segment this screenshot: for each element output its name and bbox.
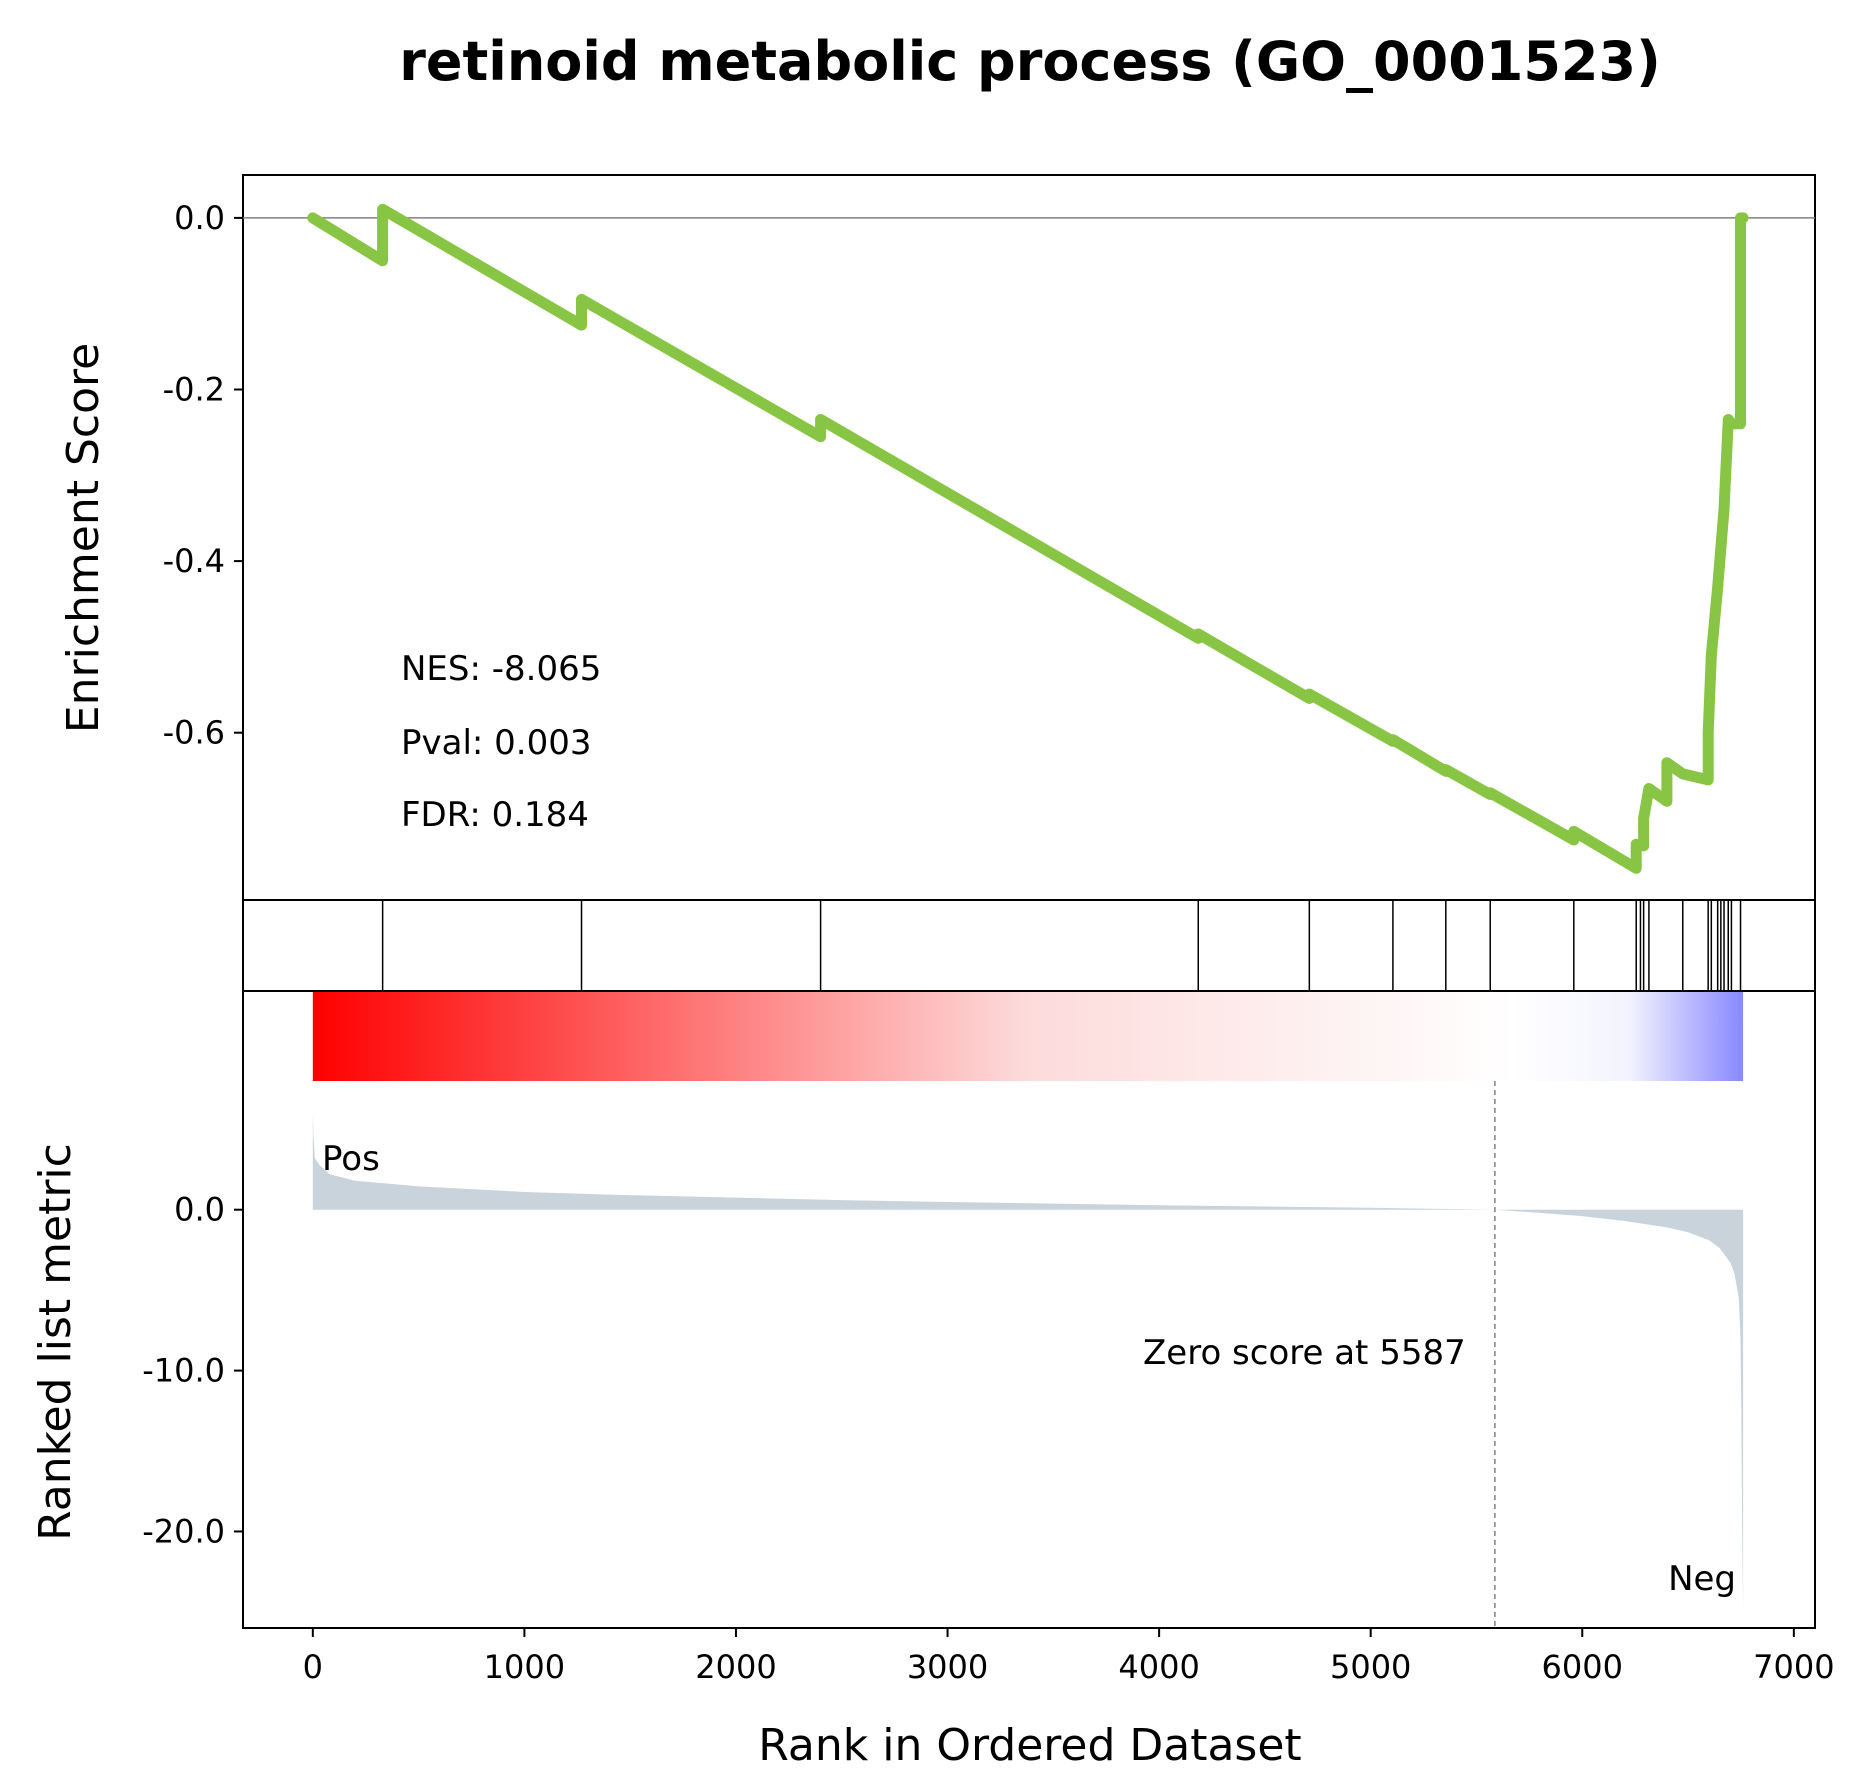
x-tick-label: 5000 bbox=[1330, 1648, 1411, 1686]
chart-title: retinoid metabolic process (GO_0001523) bbox=[399, 30, 1661, 93]
ranked-metric-y-ticks: 0.0 -10.0 -20.0 bbox=[142, 1191, 243, 1550]
x-tick-label: 0 bbox=[303, 1648, 323, 1686]
enrichment-y-axis-label: Enrichment Score bbox=[58, 343, 109, 733]
x-axis-label: Rank in Ordered Dataset bbox=[758, 1720, 1301, 1771]
ranked-metric-panel: Zero score at 5587 Pos Neg 0.0 -10.0 -20.0… bbox=[30, 1081, 1744, 1628]
ranked-metric-y-axis-label: Ranked list metric bbox=[30, 1143, 81, 1541]
enrichment-y-tick-label: 0.0 bbox=[174, 199, 225, 237]
neg-label: Neg bbox=[1668, 1559, 1736, 1599]
enrichment-y-tick-label: -0.4 bbox=[163, 542, 225, 580]
nes-stat: NES: -8.065 bbox=[401, 649, 601, 689]
x-axis-ticks: 0 1000 2000 3000 4000 5000 6000 7000 bbox=[303, 1628, 1835, 1686]
pval-stat: Pval: 0.003 bbox=[401, 723, 592, 763]
enrichment-score-line bbox=[307, 203, 1749, 874]
hits-panel bbox=[242, 899, 1816, 992]
x-tick-label: 7000 bbox=[1753, 1648, 1834, 1686]
x-tick-label: 3000 bbox=[907, 1648, 988, 1686]
enrichment-panel: 0.0-0.2-0.4-0.6 NES: -8.065 Pval: 0.003 … bbox=[58, 174, 1816, 901]
x-tick-label: 6000 bbox=[1542, 1648, 1623, 1686]
ranked-metric-area bbox=[312, 1113, 1744, 1612]
lower-panel-frame bbox=[242, 990, 1816, 1629]
hits-panel-frame bbox=[242, 899, 1816, 992]
x-tick-label: 2000 bbox=[695, 1648, 776, 1686]
ranked-metric-y-tick-label: 0.0 bbox=[174, 1191, 225, 1229]
zero-score-annotation: Zero score at 5587 bbox=[1143, 1333, 1466, 1373]
hit-markers bbox=[381, 900, 1742, 991]
fdr-stat: FDR: 0.184 bbox=[401, 795, 589, 835]
ranked-metric-y-tick-label: -10.0 bbox=[142, 1352, 225, 1390]
x-tick-label: 1000 bbox=[484, 1648, 565, 1686]
enrichment-y-ticks: 0.0 -0.2 -0.4 -0.6 bbox=[163, 199, 243, 752]
ranked-metric-y-tick-label: -20.0 bbox=[142, 1512, 225, 1550]
enrichment-y-tick-label: -0.2 bbox=[163, 370, 225, 408]
x-tick-label: 4000 bbox=[1118, 1648, 1199, 1686]
enrichment-y-tick-label: -0.6 bbox=[163, 714, 225, 752]
pos-label: Pos bbox=[322, 1139, 380, 1179]
rank-heatmap-bar bbox=[312, 991, 1744, 1081]
